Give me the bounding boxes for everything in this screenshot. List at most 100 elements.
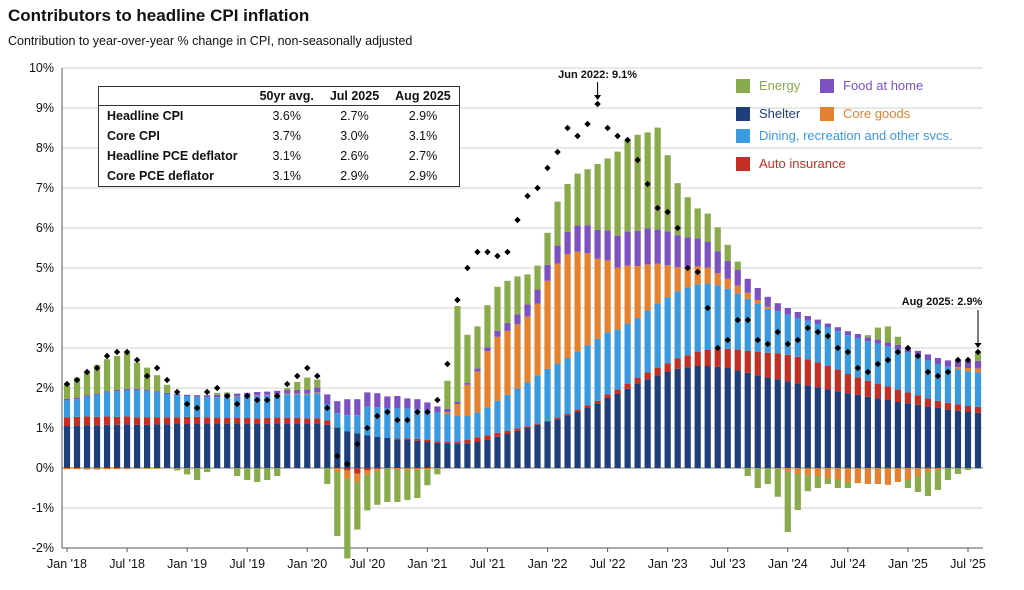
bar-shelter <box>504 434 511 468</box>
auto-swatch <box>736 156 750 171</box>
headline-cpi-marker <box>334 452 341 460</box>
bar-energy <box>93 364 101 394</box>
headline-cpi-marker <box>784 340 791 348</box>
bar-energy <box>434 468 441 475</box>
bar-auto <box>224 418 231 424</box>
bar-energy <box>594 164 601 230</box>
bar-core_goods <box>564 254 571 358</box>
bar-auto <box>174 417 181 424</box>
bar-dining <box>584 345 591 406</box>
bar-core_goods <box>974 368 982 373</box>
bar-auto <box>454 442 461 444</box>
headline-cpi-marker <box>594 100 601 108</box>
bar-core_goods <box>414 468 421 470</box>
bar-core_goods <box>624 265 631 324</box>
bar-energy <box>364 474 371 511</box>
bar-dining <box>514 388 521 429</box>
bar-shelter <box>944 409 952 468</box>
bar-energy <box>294 382 301 390</box>
bar-auto <box>604 394 611 398</box>
headline-cpi-marker <box>624 136 631 144</box>
bar-energy <box>934 470 942 490</box>
bar-energy <box>534 265 541 290</box>
bar-energy <box>644 132 651 229</box>
bar-auto <box>143 417 151 425</box>
bar-auto <box>133 417 141 425</box>
headline-cpi-marker <box>514 216 521 224</box>
bar-shelter <box>404 440 411 468</box>
bar-core_goods <box>854 468 861 484</box>
y-tick-label: 5% <box>36 261 54 275</box>
bar-shelter <box>604 398 611 468</box>
headline-cpi-marker <box>694 268 701 276</box>
bar-energy <box>744 468 751 476</box>
bar-core_goods <box>184 468 191 469</box>
bar-auto <box>514 428 521 431</box>
bar-core_goods <box>154 468 161 469</box>
bar-food <box>113 390 121 392</box>
bar-food <box>194 395 201 397</box>
bar-core_goods <box>103 468 111 470</box>
bar-shelter <box>294 423 301 468</box>
bar-energy <box>734 261 741 270</box>
bar-auto <box>254 418 261 424</box>
table-row: Core CPI 3.7% 3.0% 3.1% <box>99 126 460 146</box>
bar-core_goods <box>814 468 821 476</box>
food-swatch <box>820 78 834 93</box>
bar-core_goods <box>113 468 121 470</box>
bar-food <box>774 303 781 312</box>
bar-auto <box>524 426 531 428</box>
bar-dining <box>784 314 791 355</box>
bar-auto <box>264 418 271 424</box>
bar-dining <box>624 323 631 384</box>
bar-dining <box>394 408 401 439</box>
column-header: Jul 2025 <box>321 86 388 106</box>
bar-core_goods <box>584 253 591 346</box>
bar-shelter <box>194 423 201 468</box>
bar-dining <box>854 338 861 378</box>
bar-auto <box>204 417 211 424</box>
table-row: Core PCE deflator 3.1% 2.9% 2.9% <box>99 166 460 187</box>
bar-shelter <box>704 366 711 468</box>
bar-auto <box>574 409 581 412</box>
bar-shelter <box>514 430 521 468</box>
bar-core_goods <box>314 392 321 394</box>
headline-cpi-marker <box>484 248 491 256</box>
bar-dining <box>764 308 771 353</box>
table-cell: 2.7% <box>408 149 438 163</box>
bar-shelter <box>174 424 181 468</box>
bar-core_goods <box>834 468 841 480</box>
bar-food <box>484 347 491 352</box>
bar-auto <box>704 350 711 366</box>
bar-core_goods <box>164 468 171 469</box>
bar-dining <box>904 352 912 393</box>
bar-dining <box>714 285 721 350</box>
headline-cpi-marker <box>213 384 221 392</box>
bar-shelter <box>624 388 631 468</box>
bar-dining <box>594 338 601 401</box>
bar-core_goods <box>133 468 141 469</box>
bar-dining <box>304 394 311 419</box>
bar-auto <box>854 377 861 395</box>
legend-label: Dining, recreation and other svcs. <box>759 128 953 143</box>
bar-auto <box>184 416 191 424</box>
bar-auto <box>404 438 411 440</box>
bar-shelter <box>304 423 311 468</box>
bar-energy <box>424 469 431 486</box>
bar-auto <box>214 417 221 424</box>
bar-core_goods <box>464 384 471 416</box>
bar-food <box>664 231 671 266</box>
bar-dining <box>884 346 891 387</box>
bar-core_goods <box>254 395 261 396</box>
bar-shelter <box>834 391 841 468</box>
table-cell: 3.1% <box>272 169 301 183</box>
headline-cpi-marker <box>73 376 81 384</box>
headline-cpi-marker <box>754 336 761 344</box>
bar-auto <box>154 417 161 425</box>
bar-auto <box>884 386 891 400</box>
bar-shelter <box>274 423 281 468</box>
bar-food <box>444 408 451 412</box>
bar-core_goods <box>83 468 91 470</box>
bar-dining <box>544 368 551 421</box>
bar-shelter <box>844 393 851 468</box>
